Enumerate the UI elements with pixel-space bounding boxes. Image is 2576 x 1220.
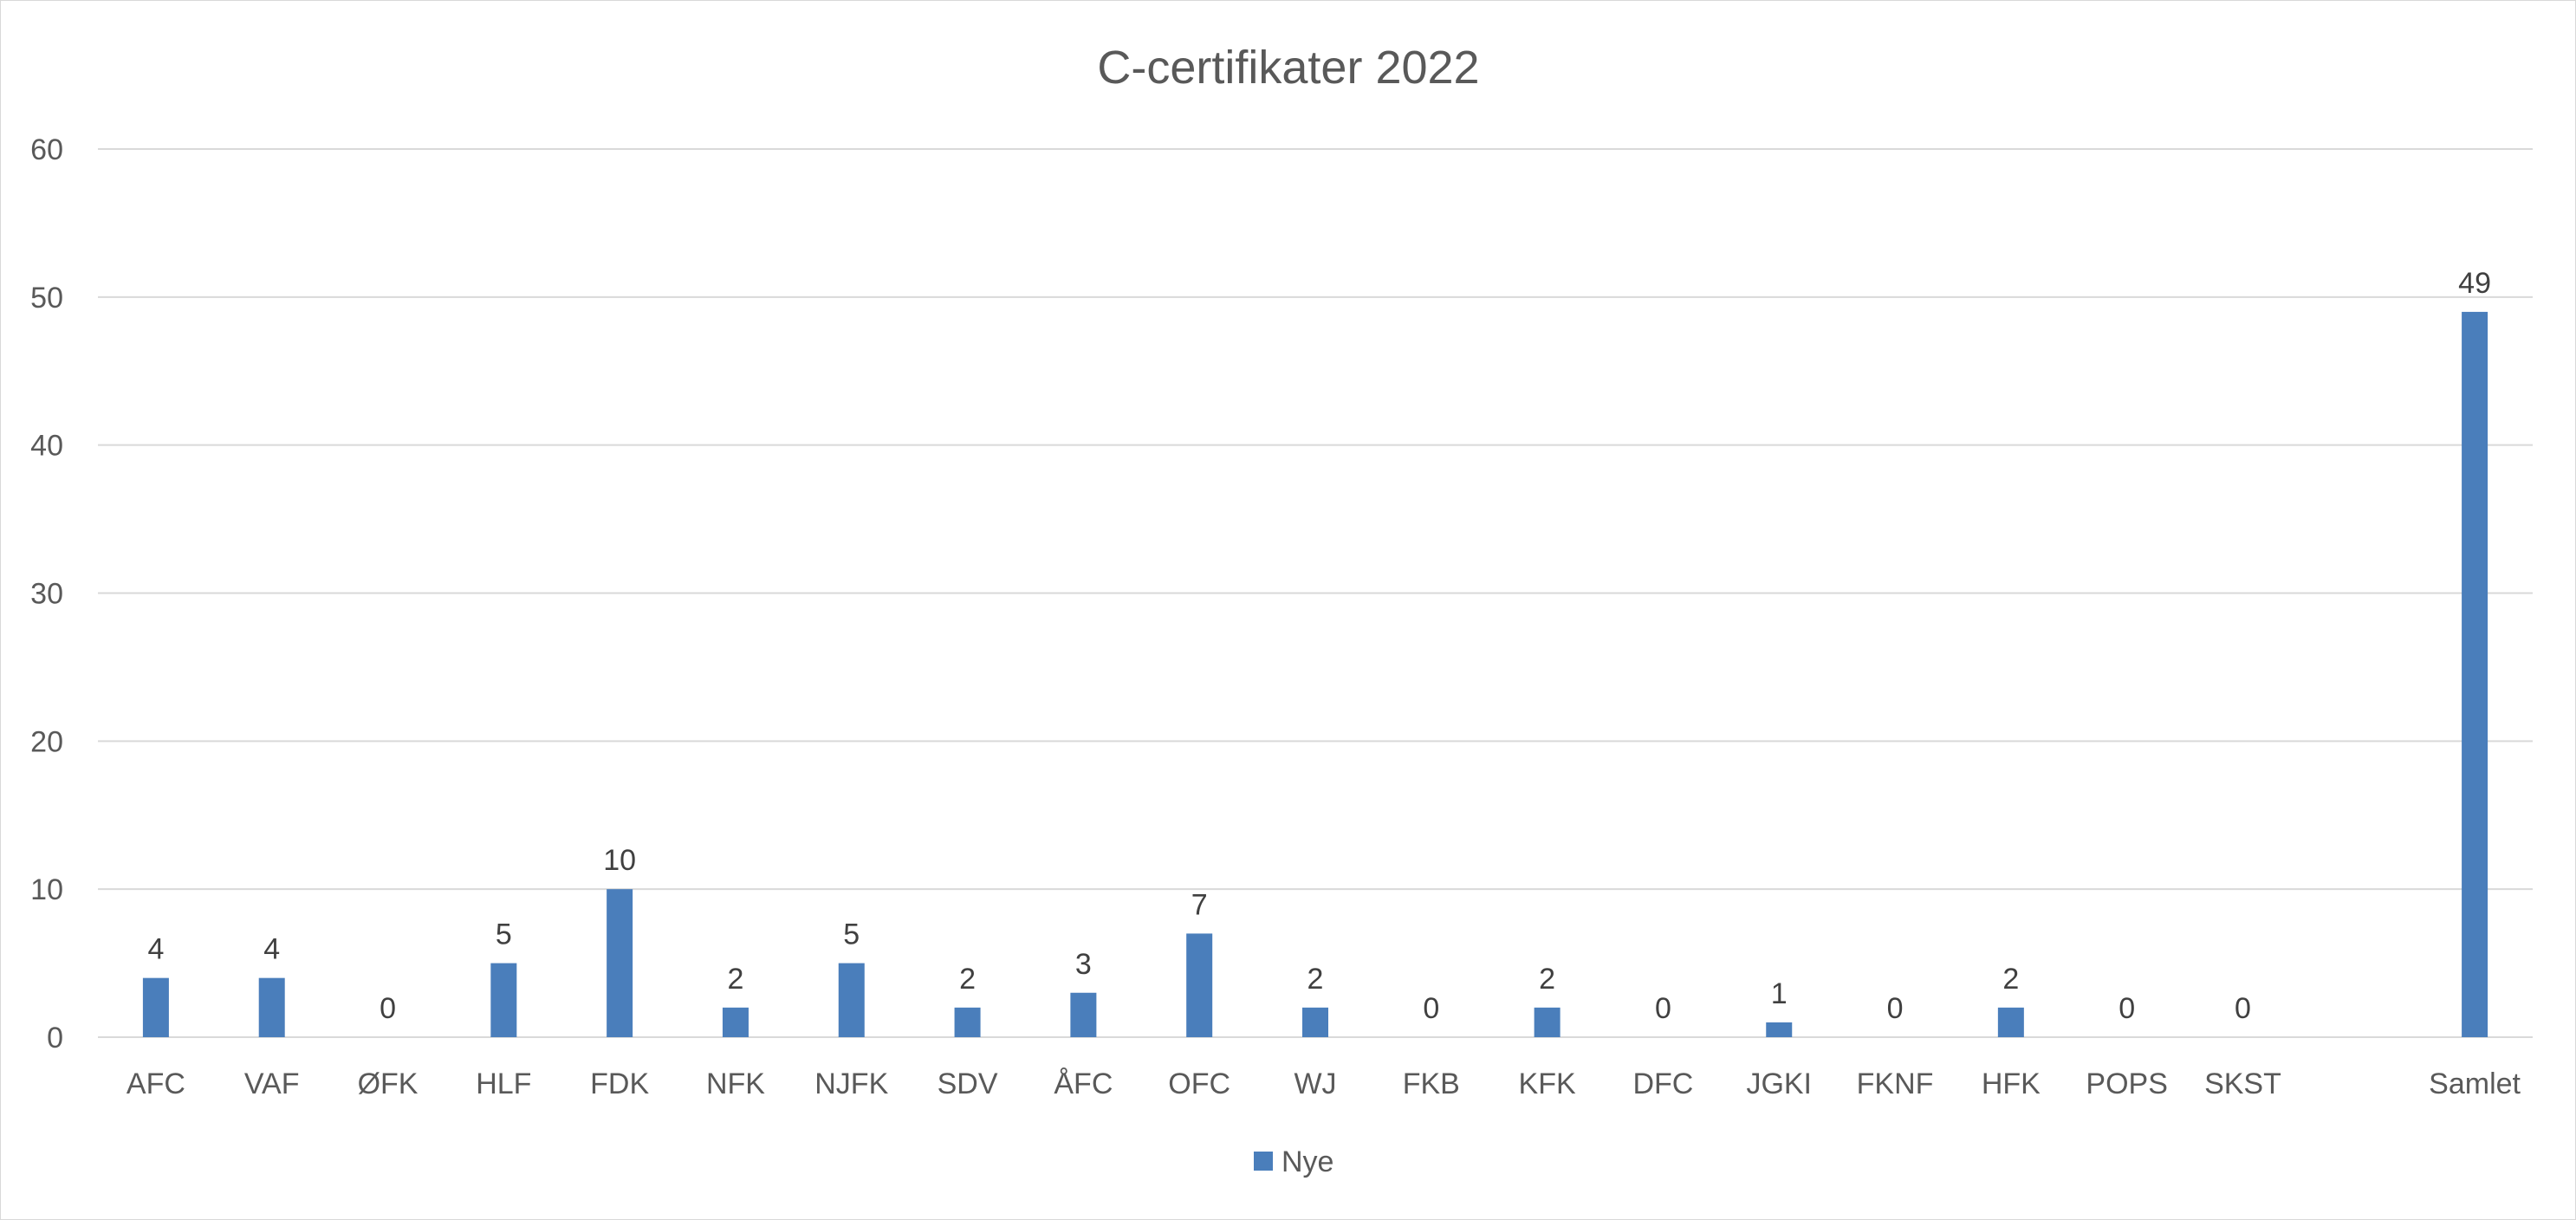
x-tick-label: HFK	[1982, 1068, 2041, 1100]
y-tick-label: 10	[30, 873, 63, 906]
data-label: 4	[263, 933, 280, 966]
x-tick-label: DFC	[1632, 1068, 1693, 1100]
legend-label-nye: Nye	[1282, 1145, 1333, 1178]
data-label: 2	[727, 963, 743, 996]
data-label: 2	[1539, 963, 1555, 996]
x-tick-label: VAF	[244, 1068, 300, 1100]
y-tick-label: 30	[30, 578, 63, 611]
x-tick-label: SKST	[2204, 1068, 2281, 1100]
y-tick-label: 60	[30, 133, 63, 166]
x-tick-label: Samlet	[2429, 1068, 2521, 1100]
y-tick-label: 0	[47, 1022, 63, 1055]
x-tick-label: ØFK	[358, 1068, 419, 1100]
data-label: 5	[843, 918, 860, 951]
data-label: 7	[1191, 888, 1208, 921]
x-tick-label: NFK	[706, 1068, 765, 1100]
x-tick-label: ÅFC	[1054, 1068, 1113, 1100]
bar-KFK	[1534, 1007, 1561, 1037]
bar-HFK	[1997, 1007, 2024, 1037]
x-tick-label: POPS	[2086, 1068, 2167, 1100]
data-label: 4	[147, 933, 164, 966]
data-label: 2	[959, 963, 976, 996]
x-axis-tick-labels: AFC VAF ØFK HLF FDK NFK NJFK SDV ÅFC OFC WJ FKB KFK D…	[127, 1068, 2521, 1100]
data-label: 5	[496, 918, 512, 951]
data-label: 0	[2235, 992, 2251, 1025]
bar-WJ	[1302, 1007, 1328, 1037]
x-tick-label: HLF	[476, 1068, 531, 1100]
bar-AFC	[142, 977, 169, 1037]
bar-NFK	[722, 1007, 749, 1037]
data-label: 0	[1887, 992, 1904, 1025]
x-tick-label: JGKI	[1746, 1068, 1812, 1100]
data-label: 0	[1423, 992, 1439, 1025]
x-tick-label: WJ	[1294, 1068, 1336, 1100]
x-tick-label: FKB	[1403, 1068, 1460, 1100]
x-tick-label: OFC	[1168, 1068, 1230, 1100]
data-label: 2	[1307, 963, 1324, 996]
gridlines	[98, 148, 2533, 1038]
bar-HLF	[490, 963, 517, 1037]
data-label: 0	[2119, 992, 2135, 1025]
legend-swatch-nye	[1254, 1152, 1273, 1171]
bar-NJFK	[838, 963, 865, 1037]
data-label: 0	[1655, 992, 1671, 1025]
x-tick-label: NJFK	[814, 1068, 888, 1100]
y-tick-label: 20	[30, 725, 63, 758]
x-tick-label: FDK	[590, 1068, 649, 1100]
x-tick-label: SDV	[938, 1068, 998, 1100]
bar-OFC	[1186, 933, 1213, 1037]
bar-VAF	[258, 977, 285, 1037]
data-label: 10	[603, 844, 636, 877]
legend: Nye	[1254, 1145, 1333, 1178]
data-label: 49	[2458, 267, 2491, 300]
bar-Samlet	[2462, 311, 2488, 1038]
bar-FDK	[607, 889, 633, 1037]
bar-SDV	[954, 1007, 981, 1037]
y-tick-label: 40	[30, 430, 63, 463]
bar-ÅFC	[1070, 992, 1097, 1037]
x-tick-label: AFC	[127, 1068, 185, 1100]
y-axis-tick-labels: 0 10 20 30 40 50 60	[30, 133, 63, 1055]
x-tick-label: FKNF	[1857, 1068, 1934, 1100]
data-label: 2	[2002, 963, 2019, 996]
bars	[142, 311, 2488, 1038]
data-label: 0	[380, 992, 396, 1025]
y-tick-label: 50	[30, 282, 63, 315]
data-label: 1	[1771, 977, 1788, 1010]
x-tick-label: KFK	[1519, 1068, 1576, 1100]
chart-title: C-certifikater 2022	[1097, 42, 1479, 94]
data-label: 3	[1075, 948, 1092, 981]
bar-JGKI	[1766, 1022, 1793, 1037]
